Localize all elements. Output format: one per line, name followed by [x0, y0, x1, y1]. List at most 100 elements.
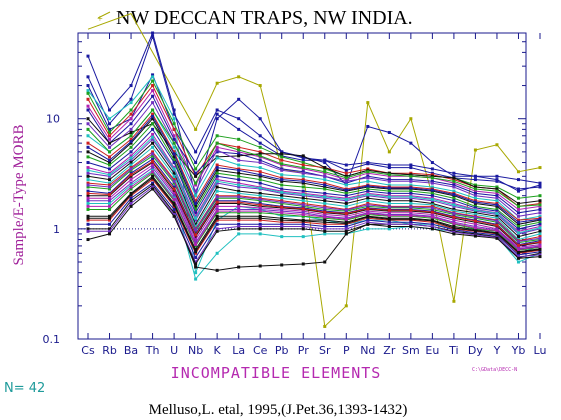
data-point: [237, 200, 241, 204]
data-point: [237, 218, 241, 222]
data-point: [151, 163, 155, 167]
data-point: [129, 158, 133, 162]
data-point: [151, 141, 155, 145]
data-point: [301, 262, 305, 266]
data-point: [516, 222, 520, 226]
data-point: [151, 176, 155, 180]
data-point: [86, 97, 90, 101]
data-point: [172, 212, 176, 216]
data-point: [344, 217, 348, 221]
data-point: [172, 122, 176, 126]
data-point: [473, 219, 477, 223]
data-point: [344, 232, 348, 236]
data-point: [215, 222, 219, 226]
data-point: [301, 203, 305, 207]
data-point: [387, 150, 391, 154]
data-point: [151, 159, 155, 163]
data-point: [215, 251, 219, 255]
series-line: [87, 146, 541, 241]
x-tick-label: Y: [493, 344, 501, 357]
data-point: [172, 152, 176, 156]
data-point: [538, 181, 542, 185]
data-point: [387, 217, 391, 221]
data-point: [301, 178, 305, 182]
data-point: [86, 161, 90, 165]
data-point: [452, 207, 456, 211]
data-point: [409, 208, 413, 212]
data-point: [516, 225, 520, 229]
data-point: [301, 227, 305, 231]
data-point: [323, 260, 327, 264]
data-point: [215, 163, 219, 167]
data-point: [430, 185, 434, 189]
plot-border: [77, 32, 527, 340]
data-point: [344, 225, 348, 229]
data-point: [129, 185, 133, 189]
data-point: [538, 222, 542, 226]
data-point: [237, 204, 241, 208]
series-line: [88, 177, 541, 254]
data-point: [258, 232, 262, 236]
series-line: [87, 188, 541, 266]
data-point: [237, 216, 241, 220]
data-point: [366, 189, 370, 193]
data-point: [495, 194, 499, 198]
data-point: [172, 178, 176, 182]
data-point: [430, 191, 434, 195]
data-point: [258, 141, 262, 145]
data-point: [86, 122, 90, 126]
data-point: [323, 201, 327, 205]
data-point: [538, 255, 542, 259]
data-point: [86, 145, 90, 149]
data-point: [430, 181, 434, 185]
data-point: [495, 191, 499, 195]
data-point: [172, 194, 176, 198]
data-point: [409, 171, 413, 175]
data-point: [108, 161, 112, 165]
data-point: [172, 197, 176, 201]
data-point: [409, 117, 413, 121]
data-point: [215, 200, 219, 204]
data-point: [108, 137, 112, 141]
data-point: [452, 221, 456, 225]
x-tick-label: Lu: [534, 344, 547, 357]
data-point: [172, 203, 176, 207]
data-point: [495, 211, 499, 215]
series-line: [87, 109, 541, 207]
data-point: [86, 229, 90, 233]
data-point: [452, 181, 456, 185]
data-point: [86, 134, 90, 138]
data-point: [409, 225, 413, 229]
data-point: [215, 141, 219, 145]
data-point: [323, 170, 327, 174]
data-point: [387, 208, 391, 212]
data-point: [129, 201, 133, 205]
data-point: [409, 220, 413, 224]
data-point: [215, 211, 219, 215]
data-point: [495, 209, 499, 213]
data-point: [108, 227, 112, 231]
data-point: [108, 163, 112, 167]
data-point: [495, 214, 499, 218]
data-point: [452, 174, 456, 178]
data-point: [430, 219, 434, 223]
data-point: [258, 84, 262, 88]
data-point: [387, 174, 391, 178]
data-point: [452, 230, 456, 234]
series-line: [87, 153, 541, 242]
data-point: [194, 201, 198, 205]
data-point: [151, 187, 155, 191]
data-point: [151, 101, 155, 105]
data-point: [86, 89, 90, 93]
data-point: [430, 197, 434, 201]
data-point: [194, 216, 198, 220]
data-point: [129, 150, 133, 154]
series-line: [87, 158, 541, 246]
data-point: [108, 204, 112, 208]
data-point: [452, 189, 456, 193]
data-point: [129, 117, 133, 121]
data-point: [301, 156, 305, 160]
data-point: [86, 183, 90, 187]
data-point: [172, 214, 176, 218]
data-point: [344, 179, 348, 183]
